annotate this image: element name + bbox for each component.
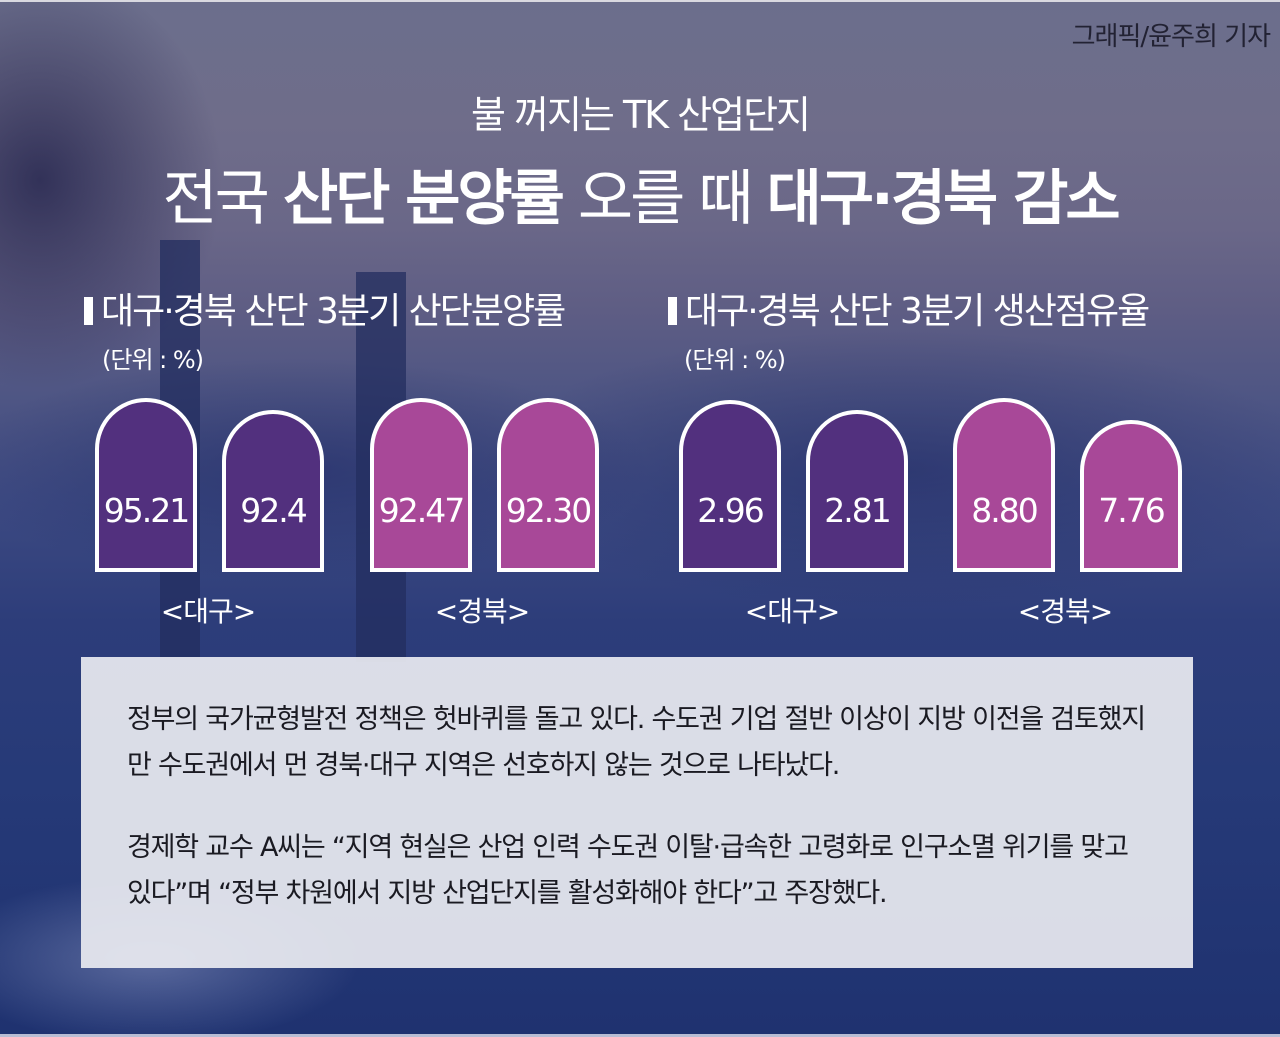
chart-1-bar-daegu-2: 92.4 — [222, 410, 324, 572]
main-title: 전국 산단 분양률 오를 때 대구·경북 감소 — [0, 150, 1280, 237]
square-bullet-icon — [668, 297, 677, 325]
chart-2-group-label-daegu: <대구> — [744, 595, 840, 628]
chart-1-bar-gyeongbuk-1: 92.47 — [370, 398, 472, 572]
chart-2-bar-gyeongbuk-2: 7.76 — [1080, 420, 1182, 572]
bar-value: 92.30 — [505, 491, 592, 530]
bar-value: 7.76 — [1098, 491, 1165, 530]
bar-value: 95.21 — [103, 491, 190, 530]
bar-value: 2.96 — [697, 491, 764, 530]
bar-value: 8.80 — [971, 491, 1038, 530]
title-part-2: 산단 분양률 — [282, 164, 565, 234]
title-part-1: 전국 — [162, 164, 283, 234]
bottom-border — [0, 1034, 1280, 1037]
chart-2-title-text: 대구·경북 산단 3분기 생산점유율 — [685, 291, 1150, 332]
square-bullet-icon — [84, 297, 93, 325]
bar-value: 2.81 — [824, 491, 891, 530]
chart-2-bar-gyeongbuk-1: 8.80 — [953, 398, 1055, 572]
bar-value: 92.47 — [378, 491, 465, 530]
subtitle: 불 꺼지는 TK 산업단지 — [470, 93, 811, 137]
chart-1-group-label-daegu: <대구> — [160, 595, 256, 628]
summary-paragraph-1: 정부의 국가균형발전 정책은 헛바퀴를 돌고 있다. 수도권 기업 절반 이상이… — [127, 704, 1146, 781]
graphic-credit: 그래픽/윤주희 기자 — [1071, 22, 1271, 52]
chart-1-unit: (단위 : %) — [102, 346, 204, 374]
chart-2-bar-daegu-1: 2.96 — [679, 400, 781, 572]
summary-box: 정부의 국가균형발전 정책은 헛바퀴를 돌고 있다. 수도권 기업 절반 이상이… — [81, 657, 1193, 968]
chart-1-title: 대구·경북 산단 3분기 산단분양률 — [84, 282, 566, 334]
chart-1-group-label-gyeongbuk: <경북> — [434, 595, 530, 628]
bar-value: 92.4 — [240, 491, 307, 530]
chart-1-title-text: 대구·경북 산단 3분기 산단분양률 — [101, 291, 566, 332]
chart-2-group-label-gyeongbuk: <경북> — [1017, 595, 1113, 628]
title-part-4: 대구·경북 감소 — [766, 164, 1121, 234]
summary-paragraph-2: 경제학 교수 A씨는 “지역 현실은 산업 인력 수도권 이탈·급속한 고령화로… — [127, 832, 1129, 909]
chart-2-unit: (단위 : %) — [684, 346, 786, 374]
chart-1-bar-gyeongbuk-2: 92.30 — [497, 398, 599, 572]
chart-2-bar-daegu-2: 2.81 — [806, 410, 908, 572]
title-part-3: 오를 때 — [561, 164, 767, 234]
chart-1-bar-daegu-1: 95.21 — [95, 398, 197, 572]
top-border — [0, 0, 1280, 2]
chart-2-title: 대구·경북 산단 3분기 생산점유율 — [668, 282, 1150, 334]
